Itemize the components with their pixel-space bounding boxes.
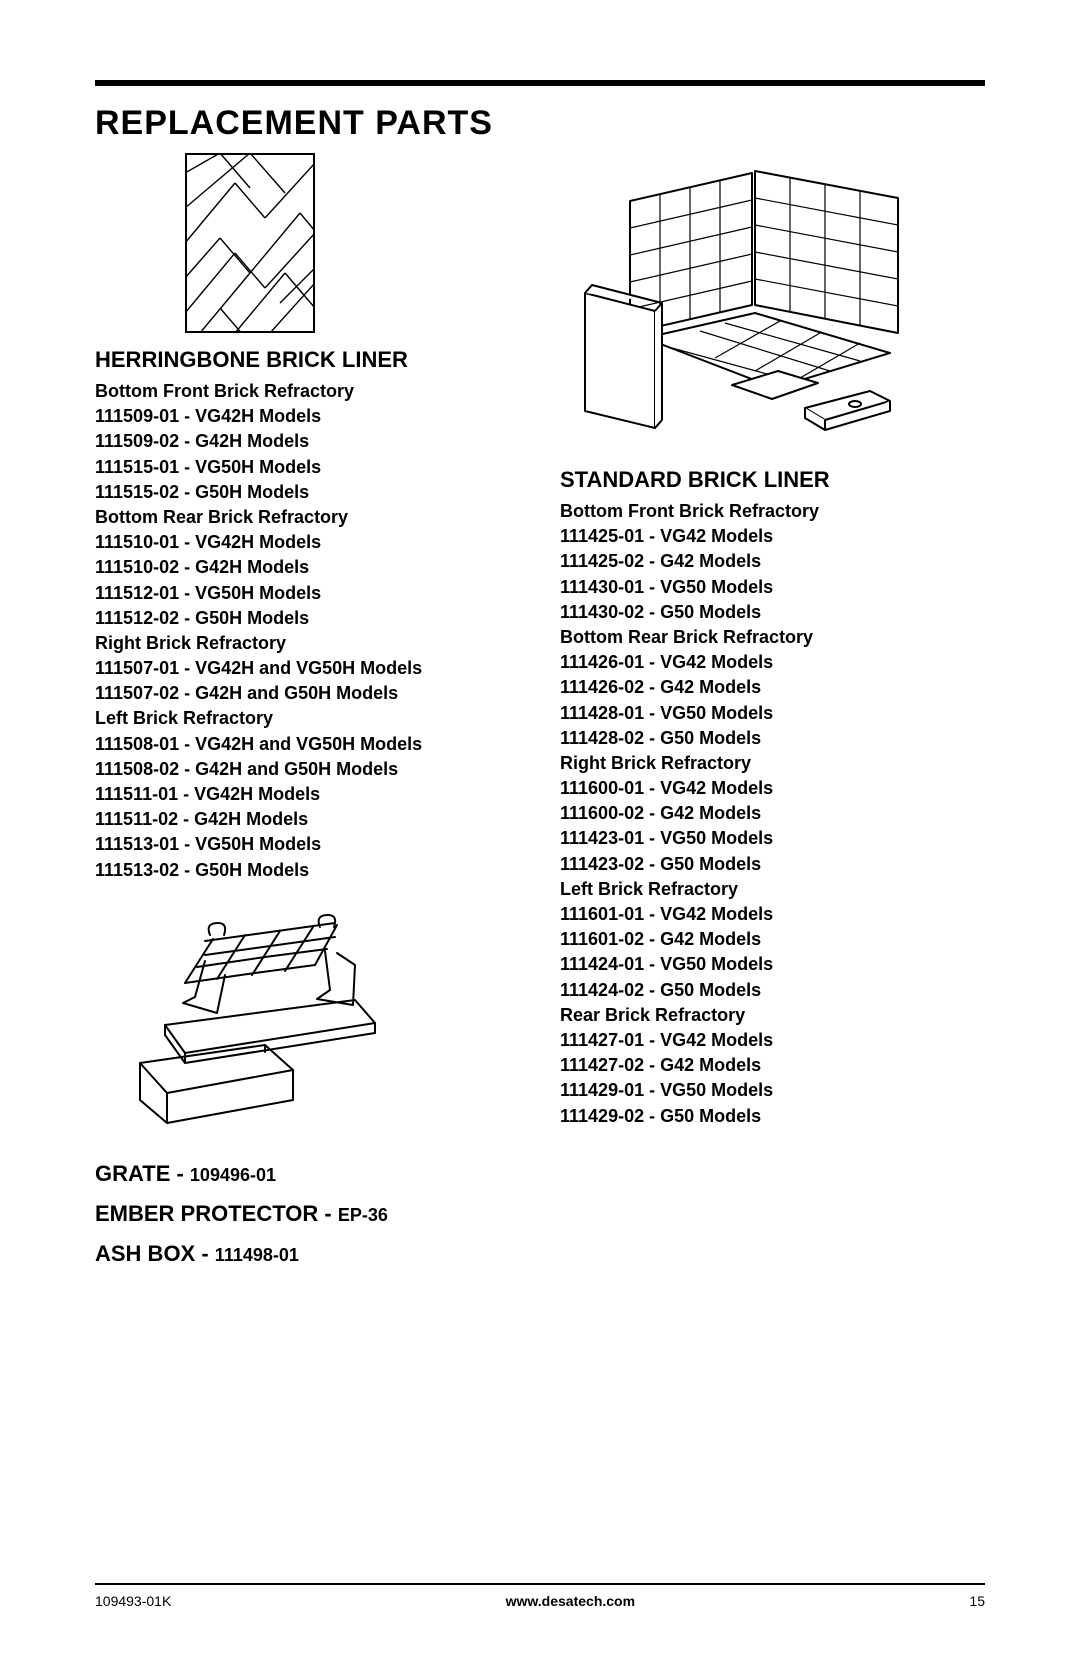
part-line: 111515-02 - G50H Models — [95, 480, 520, 505]
extra-part-line: ASH BOX - 111498-01 — [95, 1241, 520, 1267]
part-line: 111507-01 - VG42H and VG50H Models — [95, 656, 520, 681]
part-line: 111425-01 - VG42 Models — [560, 524, 985, 549]
part-line: 111511-01 - VG42H Models — [95, 782, 520, 807]
part-line: 111427-02 - G42 Models — [560, 1053, 985, 1078]
grate-illustration — [125, 905, 520, 1125]
part-line: 111507-02 - G42H and G50H Models — [95, 681, 520, 706]
part-line: 111424-01 - VG50 Models — [560, 952, 985, 977]
parts-group-subhead: Right Brick Refractory — [95, 631, 520, 656]
part-line: 111425-02 - G42 Models — [560, 549, 985, 574]
part-line: 111600-01 - VG42 Models — [560, 776, 985, 801]
herringbone-heading: HERRINGBONE BRICK LINER — [95, 347, 520, 373]
part-line: 111428-01 - VG50 Models — [560, 701, 985, 726]
part-line: 111423-01 - VG50 Models — [560, 826, 985, 851]
part-line: 111601-02 - G42 Models — [560, 927, 985, 952]
parts-group-subhead: Left Brick Refractory — [95, 706, 520, 731]
herringbone-illustration — [185, 153, 520, 333]
part-line: 111600-02 - G42 Models — [560, 801, 985, 826]
part-line: 111509-02 - G42H Models — [95, 429, 520, 454]
part-line: 111508-02 - G42H and G50H Models — [95, 757, 520, 782]
part-line: 111515-01 - VG50H Models — [95, 455, 520, 480]
top-rule — [95, 80, 985, 86]
part-line: 111428-02 - G50 Models — [560, 726, 985, 751]
footer-url: www.desatech.com — [506, 1593, 635, 1609]
part-line: 111513-01 - VG50H Models — [95, 832, 520, 857]
standard-brick-illustration — [560, 153, 985, 453]
part-line: 111513-02 - G50H Models — [95, 858, 520, 883]
part-line: 111429-01 - VG50 Models — [560, 1078, 985, 1103]
part-line: 111430-02 - G50 Models — [560, 600, 985, 625]
standard-groups: Bottom Front Brick Refractory111425-01 -… — [560, 499, 985, 1129]
parts-group-subhead: Bottom Rear Brick Refractory — [95, 505, 520, 530]
part-line: 111510-02 - G42H Models — [95, 555, 520, 580]
part-line: 111430-01 - VG50 Models — [560, 575, 985, 600]
page-footer: 109493-01K www.desatech.com 15 — [95, 1583, 985, 1609]
footer-docnum: 109493-01K — [95, 1593, 171, 1609]
part-line: 111510-01 - VG42H Models — [95, 530, 520, 555]
standard-heading: STANDARD BRICK LINER — [560, 467, 985, 493]
part-line: 111426-02 - G42 Models — [560, 675, 985, 700]
part-line: 111511-02 - G42H Models — [95, 807, 520, 832]
parts-group-subhead: Bottom Rear Brick Refractory — [560, 625, 985, 650]
part-line: 111429-02 - G50 Models — [560, 1104, 985, 1129]
right-column: STANDARD BRICK LINER Bottom Front Brick … — [560, 153, 985, 1281]
footer-pagenum: 15 — [969, 1593, 985, 1609]
part-line: 111427-01 - VG42 Models — [560, 1028, 985, 1053]
part-line: 111601-01 - VG42 Models — [560, 902, 985, 927]
extra-part-line: EMBER PROTECTOR - EP-36 — [95, 1201, 520, 1227]
part-line: 111512-02 - G50H Models — [95, 606, 520, 631]
parts-group-subhead: Bottom Front Brick Refractory — [560, 499, 985, 524]
part-line: 111509-01 - VG42H Models — [95, 404, 520, 429]
parts-group-subhead: Bottom Front Brick Refractory — [95, 379, 520, 404]
extra-part-line: GRATE - 109496-01 — [95, 1161, 520, 1187]
page-title: REPLACEMENT PARTS — [95, 104, 985, 143]
left-column: HERRINGBONE BRICK LINER Bottom Front Bri… — [95, 153, 520, 1281]
parts-group-subhead: Right Brick Refractory — [560, 751, 985, 776]
part-line: 111508-01 - VG42H and VG50H Models — [95, 732, 520, 757]
herringbone-groups: Bottom Front Brick Refractory111509-01 -… — [95, 379, 520, 883]
part-line: 111424-02 - G50 Models — [560, 978, 985, 1003]
part-line: 111423-02 - G50 Models — [560, 852, 985, 877]
part-line: 111426-01 - VG42 Models — [560, 650, 985, 675]
parts-group-subhead: Rear Brick Refractory — [560, 1003, 985, 1028]
parts-group-subhead: Left Brick Refractory — [560, 877, 985, 902]
part-line: 111512-01 - VG50H Models — [95, 581, 520, 606]
